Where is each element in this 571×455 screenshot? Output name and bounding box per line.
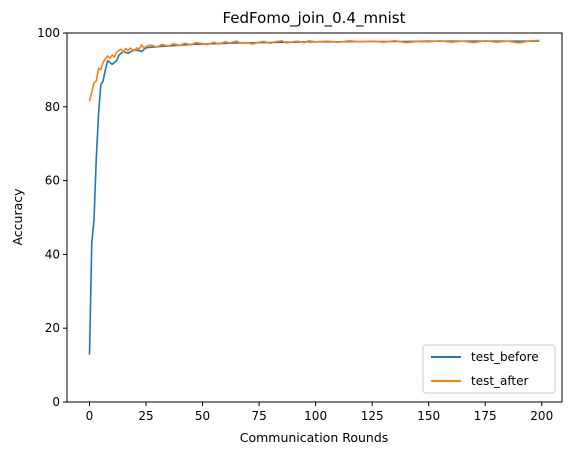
- x-tick-label: 75: [251, 409, 266, 423]
- y-axis-title: Accuracy: [10, 188, 25, 246]
- y-axis-ticks: 0 20 40 60 80 100: [37, 26, 67, 409]
- x-tick-label: 25: [138, 409, 153, 423]
- legend-label-test-after: test_after: [471, 374, 529, 388]
- series-line-test-after: [88, 39, 540, 102]
- y-tick-label: 60: [45, 174, 60, 188]
- legend: test_before test_after: [422, 344, 556, 394]
- x-tick-label: 175: [474, 409, 497, 423]
- x-tick-label: 100: [304, 409, 327, 423]
- x-tick-label: 125: [361, 409, 384, 423]
- y-tick-label: 40: [45, 247, 60, 261]
- y-tick-label: 80: [45, 100, 60, 114]
- y-tick-label: 100: [37, 26, 60, 40]
- y-tick-label: 0: [52, 395, 60, 409]
- series-line-test-before: [88, 40, 540, 355]
- legend-label-test-before: test_before: [471, 350, 539, 364]
- series-layer: [88, 39, 540, 355]
- chart-title: FedFomo_join_0.4_mnist: [223, 9, 406, 28]
- x-tick-label: 150: [417, 409, 440, 423]
- x-tick-label: 0: [86, 409, 94, 423]
- x-tick-label: 50: [195, 409, 210, 423]
- x-axis-title: Communication Rounds: [240, 430, 389, 445]
- x-axis-ticks: 0 25 50 75 100 125 150 175 200: [86, 402, 553, 423]
- y-tick-label: 20: [45, 321, 60, 335]
- x-tick-label: 200: [530, 409, 553, 423]
- plot-frame: [66, 32, 563, 403]
